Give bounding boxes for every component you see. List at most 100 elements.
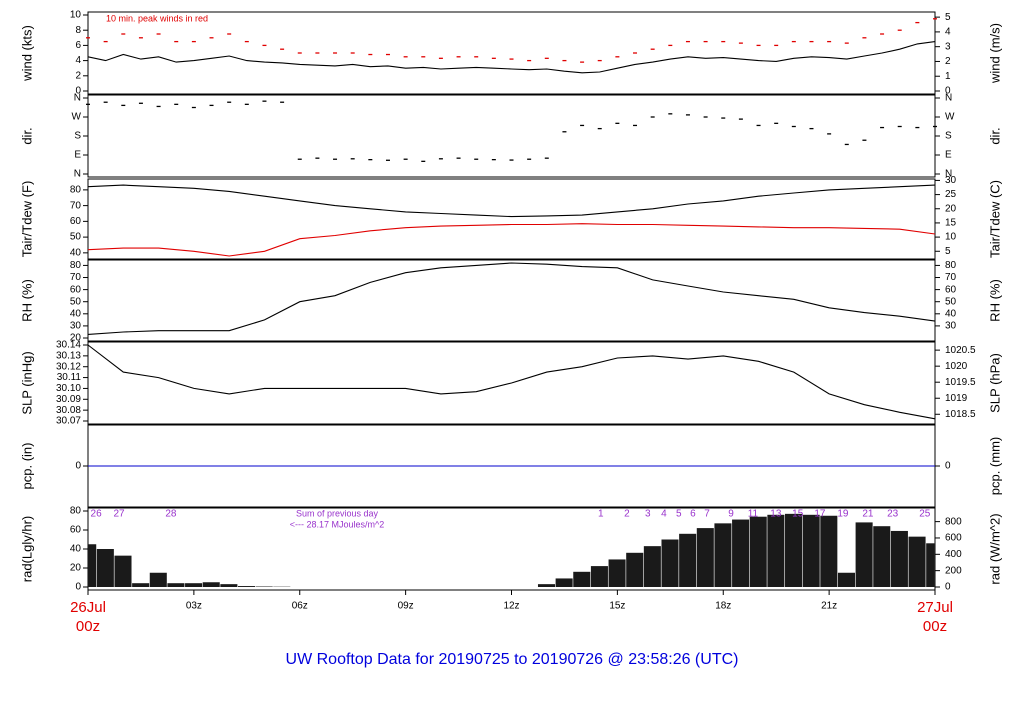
y-tick-label: 30.07 — [56, 416, 81, 427]
y2-tick-label: 1019 — [945, 393, 968, 404]
bar — [185, 583, 202, 587]
bar — [697, 528, 714, 587]
x-end-sublabel: 00z — [923, 618, 947, 635]
bar — [873, 526, 890, 587]
x-tick-label: 21z — [821, 601, 837, 612]
y2-tick-label: 4 — [945, 27, 951, 38]
y2-axis-label: wind (m/s) — [987, 23, 1002, 84]
y-axis-label: rad(Lgly/hr) — [19, 516, 34, 582]
bar — [609, 559, 626, 587]
bar — [203, 582, 220, 587]
y-tick-label: 30.08 — [56, 405, 81, 416]
y2-tick-label: 5 — [945, 246, 951, 257]
y-axis-label: wind (kts) — [19, 25, 34, 82]
series-line — [88, 185, 935, 217]
y-tick-label: 4 — [75, 55, 81, 66]
y2-axis-label: SLP (hPa) — [987, 353, 1002, 413]
y-tick-label: W — [72, 112, 82, 123]
y-tick-label: 70 — [70, 272, 82, 283]
hour-label: 13 — [770, 509, 782, 520]
hour-label: 26 — [91, 509, 103, 520]
y2-tick-label: 2 — [945, 56, 951, 67]
bar — [97, 549, 114, 587]
y2-axis-label: Tair/Tdew (C) — [987, 180, 1002, 258]
y-tick-label: E — [74, 150, 81, 161]
x-end-label: 27Jul — [917, 599, 953, 616]
y2-tick-label: E — [945, 150, 952, 161]
y-axis-label: SLP (inHg) — [19, 351, 34, 414]
y2-tick-label: 600 — [945, 533, 962, 544]
y-axis-label: Tair/Tdew (F) — [19, 181, 34, 258]
x-tick-label: 09z — [398, 601, 414, 612]
y-tick-label: 10 — [70, 10, 82, 21]
hour-label: 1 — [598, 509, 604, 520]
hour-label: 3 — [645, 509, 651, 520]
y2-tick-label: 70 — [945, 272, 957, 283]
y2-tick-label: 1019.5 — [945, 377, 976, 388]
y2-tick-label: 800 — [945, 516, 962, 527]
y-tick-label: 30.10 — [56, 383, 81, 394]
bar — [838, 573, 855, 587]
series-line — [88, 345, 935, 419]
x-tick-label: 06z — [292, 601, 308, 612]
hour-label: 25 — [919, 509, 931, 520]
y-tick-label: 80 — [70, 185, 82, 196]
bar — [88, 544, 96, 587]
y2-tick-label: 60 — [945, 284, 957, 295]
y-axis-label: RH (%) — [19, 279, 34, 322]
sum-note: Sum of previous day — [296, 508, 379, 518]
x-end-label: 26Jul — [70, 599, 106, 616]
x-end-sublabel: 00z — [76, 618, 100, 635]
y-tick-label: 30.09 — [56, 394, 81, 405]
sum-note: <--- 28.17 MJoules/m^2 — [290, 519, 385, 529]
hour-label: 28 — [165, 509, 177, 520]
panel-frame — [88, 95, 935, 177]
y-tick-label: N — [74, 169, 81, 180]
hour-label: 6 — [690, 509, 696, 520]
y2-tick-label: 5 — [945, 12, 951, 23]
hour-label: 11 — [748, 509, 759, 520]
hour-label: 17 — [814, 509, 826, 520]
bar — [538, 584, 555, 587]
panel-frame — [88, 179, 935, 259]
panel-frame — [88, 260, 935, 341]
bar — [767, 515, 784, 587]
x-tick-label: 15z — [609, 601, 625, 612]
y2-tick-label: 0 — [945, 582, 951, 593]
series-line — [88, 224, 935, 256]
y-tick-label: S — [74, 131, 81, 142]
hour-label: 27 — [113, 509, 125, 520]
y2-tick-label: 50 — [945, 296, 957, 307]
hour-label: 5 — [676, 509, 682, 520]
y2-tick-label: 1018.5 — [945, 409, 976, 420]
bar — [820, 516, 837, 587]
bar — [626, 553, 643, 587]
y-tick-label: 30 — [70, 321, 82, 332]
bar — [679, 534, 696, 587]
y2-tick-label: 0 — [945, 461, 951, 472]
y2-axis-label: pcp. (mm) — [987, 437, 1002, 496]
y-tick-label: 20 — [70, 563, 82, 574]
y-tick-label: 80 — [70, 260, 82, 271]
y-tick-label: 40 — [70, 308, 82, 319]
y-tick-label: 60 — [70, 284, 82, 295]
y-tick-label: 70 — [70, 200, 82, 211]
y-axis-label: pcp. (in) — [19, 443, 34, 490]
bar — [803, 515, 820, 587]
bar — [556, 578, 573, 587]
y2-axis-label: rad (W/m^2) — [987, 513, 1002, 584]
y-tick-label: 0 — [75, 461, 81, 472]
y-tick-label: 30.13 — [56, 350, 81, 361]
y-tick-label: 30.14 — [56, 340, 81, 351]
hour-label: 15 — [792, 509, 804, 520]
bar — [714, 523, 731, 587]
y-tick-label: 60 — [70, 525, 82, 536]
y-tick-label: 8 — [75, 25, 81, 36]
bar — [573, 572, 590, 587]
hour-label: 7 — [704, 509, 710, 520]
y2-tick-label: S — [945, 131, 952, 142]
y2-tick-label: 10 — [945, 232, 957, 243]
y-tick-label: 40 — [70, 247, 82, 258]
hour-label: 21 — [862, 509, 874, 520]
bar — [661, 540, 678, 588]
